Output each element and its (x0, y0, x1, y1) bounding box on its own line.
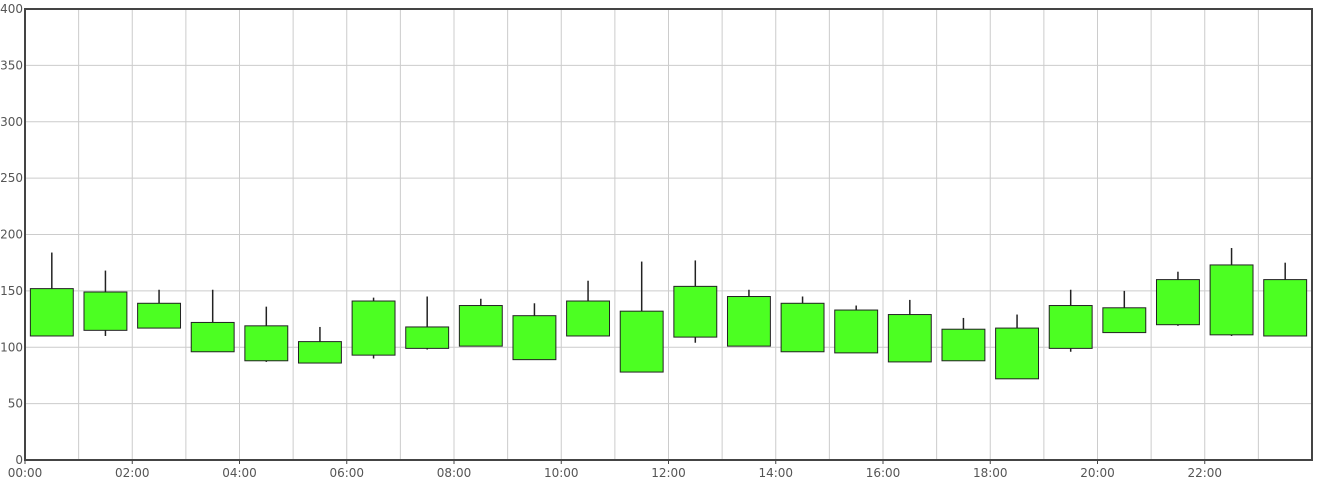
candle (351, 297, 396, 359)
x-tick-label: 14:00 (758, 466, 793, 480)
candle (1263, 262, 1308, 337)
candle-body (726, 296, 771, 347)
candle (29, 252, 74, 337)
candle-body (83, 291, 128, 331)
candle (190, 289, 235, 353)
candle (887, 299, 932, 363)
candle (941, 317, 986, 362)
candle-body (1263, 279, 1308, 337)
candle (458, 298, 503, 347)
candle (244, 306, 289, 362)
y-tick-label: 150 (0, 284, 23, 298)
grid-lines (24, 8, 1313, 461)
candle (137, 289, 182, 329)
candle (405, 296, 450, 350)
candle (726, 289, 771, 347)
y-tick-label: 300 (0, 115, 23, 129)
y-tick-label: 350 (0, 58, 23, 72)
y-tick-label: 200 (0, 228, 23, 242)
candle-body (190, 321, 235, 353)
x-tick-label: 00:00 (8, 466, 43, 480)
y-tick-label: 250 (0, 171, 23, 185)
candle (566, 280, 611, 337)
candle-body (941, 328, 986, 362)
x-tick-label: 02:00 (115, 466, 150, 480)
x-tick-label: 22:00 (1187, 466, 1222, 480)
candle-body (458, 305, 503, 347)
x-tick-label: 18:00 (973, 466, 1008, 480)
candle (83, 270, 128, 336)
y-axis-ticks: 0 50 100 150 200 250 300 350 400 (0, 2, 23, 467)
candle-body (405, 326, 450, 349)
candle-body (780, 302, 825, 353)
candle-body (995, 327, 1040, 380)
candle-body (512, 315, 557, 361)
x-tick-label: 12:00 (651, 466, 686, 480)
candle (1155, 271, 1200, 326)
candle-body (29, 288, 74, 337)
x-tick-label: 06:00 (329, 466, 364, 480)
x-tick-label: 10:00 (544, 466, 579, 480)
candle (1102, 290, 1147, 334)
candle (1048, 289, 1093, 352)
candle-body (1155, 279, 1200, 326)
candle (297, 326, 342, 364)
candle (512, 303, 557, 361)
candle-body (297, 341, 342, 364)
candle-body (1209, 264, 1254, 336)
x-tick-label: 04:00 (222, 466, 257, 480)
candle (1209, 248, 1254, 336)
candle (995, 314, 1040, 380)
candle-body (887, 314, 932, 363)
candle (834, 305, 879, 354)
candle (780, 296, 825, 353)
y-tick-label: 50 (8, 397, 23, 411)
x-axis-ticks: 00:00 02:00 04:00 06:00 08:00 10:00 12:00 14:00… (8, 460, 1222, 480)
y-tick-label: 100 (0, 340, 23, 354)
x-tick-label: 08:00 (437, 466, 472, 480)
candle-body (834, 309, 879, 354)
y-tick-label: 400 (0, 2, 23, 16)
candle-body (1102, 307, 1147, 334)
candle-body (244, 325, 289, 362)
y-tick-label: 0 (15, 453, 23, 467)
candle-body (351, 300, 396, 356)
candle-body (673, 285, 718, 338)
candle (619, 261, 664, 373)
x-tick-label: 16:00 (866, 466, 901, 480)
candle-body (619, 310, 664, 373)
candle-body (137, 302, 182, 329)
candle-body (566, 300, 611, 337)
candle (673, 260, 718, 343)
candle-body (1048, 305, 1093, 349)
x-tick-label: 20:00 (1080, 466, 1115, 480)
candles (29, 248, 1308, 380)
